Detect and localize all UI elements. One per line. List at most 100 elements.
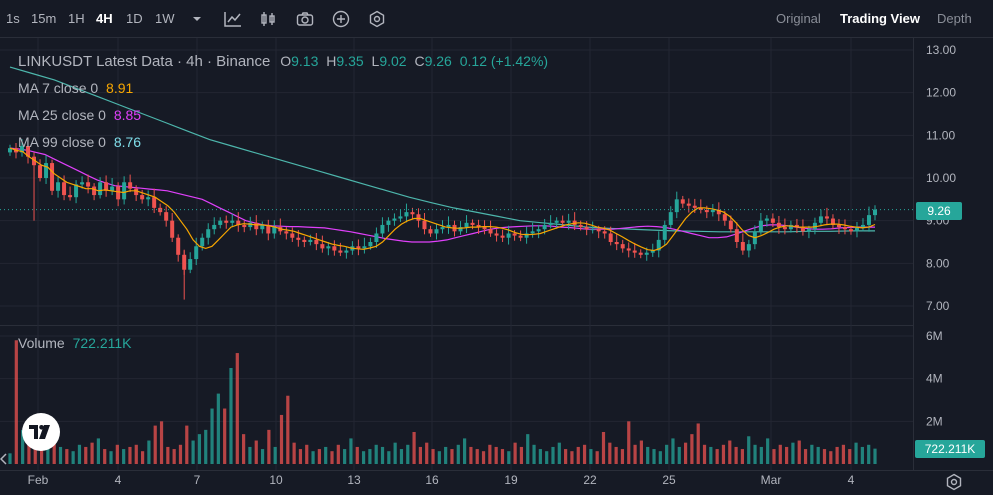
candle-body xyxy=(74,184,79,198)
interval-15m[interactable]: 15m xyxy=(31,11,57,26)
candle-body xyxy=(116,186,121,200)
candle-body xyxy=(368,242,373,247)
candle-type-icon[interactable] xyxy=(257,8,279,30)
camera-icon[interactable] xyxy=(294,8,316,30)
volume-tick-label: 2M xyxy=(926,414,943,428)
volume-bar xyxy=(368,449,372,464)
high-label: H xyxy=(326,53,337,69)
volume-bar xyxy=(545,451,549,464)
candle-body xyxy=(218,220,223,225)
volume-bar xyxy=(810,444,814,464)
candle-body xyxy=(860,224,865,228)
volume-bar xyxy=(715,449,719,464)
volume-bar xyxy=(589,449,593,464)
candle-body xyxy=(356,246,361,249)
candle-body xyxy=(98,182,103,196)
candle-body xyxy=(524,233,529,238)
interval-1s[interactable]: 1s xyxy=(6,11,20,26)
interval-1w[interactable]: 1W xyxy=(155,11,175,26)
legend-ma99[interactable]: MA 99 close 0 8.76 xyxy=(18,133,141,151)
volume-bar xyxy=(204,429,208,464)
candle-body xyxy=(170,220,175,238)
volume-bar xyxy=(816,446,820,464)
candle-body xyxy=(140,195,145,200)
indicators-chart-icon[interactable] xyxy=(222,8,244,30)
volume-bar xyxy=(519,446,524,464)
candle-body xyxy=(338,250,343,253)
volume-bar xyxy=(355,446,359,464)
time-tick-label: 19 xyxy=(504,473,518,487)
interval-4h[interactable]: 4H xyxy=(96,11,113,26)
candle-body xyxy=(596,229,601,232)
candle-body xyxy=(788,224,793,230)
candle-body xyxy=(764,218,769,221)
volume-bar xyxy=(627,421,631,464)
candle-body xyxy=(452,224,457,232)
view-depth[interactable]: Depth xyxy=(937,11,972,26)
volume-bar xyxy=(242,434,246,464)
candle-body xyxy=(602,231,607,234)
candle-body xyxy=(428,229,433,234)
volume-tick-label: 4M xyxy=(926,372,943,386)
volume-bar xyxy=(785,446,789,464)
low-value: 9.02 xyxy=(379,53,407,69)
settings-gear-icon[interactable] xyxy=(942,471,966,493)
interval-1d[interactable]: 1D xyxy=(126,11,143,26)
candle-body xyxy=(698,207,703,210)
interval-dropdown-icon[interactable] xyxy=(186,8,208,30)
candle-body xyxy=(560,220,565,223)
volume-bar xyxy=(166,446,170,464)
candle-body xyxy=(308,239,313,242)
candle-body xyxy=(176,237,181,255)
candle-body xyxy=(260,224,265,230)
volume-bar xyxy=(425,442,429,464)
scroll-left-icon[interactable] xyxy=(0,452,8,465)
candle-body xyxy=(836,224,841,228)
volume-bar xyxy=(683,442,688,464)
symbol-title: LINKUSDT Latest Data · 4h · Binance xyxy=(18,53,271,70)
candle-body xyxy=(866,215,871,225)
candle-body xyxy=(494,233,499,236)
chart-settings-icon[interactable] xyxy=(366,8,388,30)
candle-body xyxy=(254,222,259,230)
volume-bar xyxy=(734,446,738,464)
time-tick-label: 16 xyxy=(425,473,439,487)
candles-layer xyxy=(8,137,877,300)
legend-ma25[interactable]: MA 25 close 0 8.85 xyxy=(18,106,141,124)
volume-bar xyxy=(759,446,763,464)
candle-body xyxy=(590,229,595,231)
volume-bar xyxy=(159,421,164,464)
view-original[interactable]: Original xyxy=(776,11,821,26)
legend-volume[interactable]: Volume 722.211K xyxy=(18,334,132,352)
volume-bar xyxy=(721,444,726,464)
time-tick-label: 7 xyxy=(194,473,201,487)
candle-body xyxy=(230,220,235,223)
candle-body xyxy=(776,222,781,228)
candle-body xyxy=(734,229,739,242)
add-icon[interactable] xyxy=(330,8,352,30)
volume-layer xyxy=(8,340,877,464)
volume-bar xyxy=(58,446,63,464)
time-tick-label: 4 xyxy=(848,473,855,487)
candle-body xyxy=(794,224,799,228)
volume-bar xyxy=(797,440,801,464)
volume-bar xyxy=(608,442,612,464)
ma7-layer xyxy=(9,147,876,252)
legend-ma7[interactable]: MA 7 close 0 8.91 xyxy=(18,79,133,97)
volume-bar xyxy=(564,449,568,464)
view-trading-view[interactable]: Trading View xyxy=(840,11,920,26)
volume-bar xyxy=(835,446,839,464)
interval-1h[interactable]: 1H xyxy=(68,11,85,26)
volume-bar xyxy=(197,434,202,464)
volume-bar xyxy=(210,408,214,464)
volume-bar xyxy=(677,446,681,464)
candle-body xyxy=(278,227,283,232)
axes-layer: 13.0012.0011.0010.009.008.007.006M4M2MFe… xyxy=(0,43,956,487)
candle-body xyxy=(710,210,715,213)
tradingview-logo[interactable] xyxy=(22,413,60,451)
volume-bar xyxy=(8,453,12,464)
last-price-tag: 9.26 xyxy=(916,202,962,220)
candle-body xyxy=(164,212,169,221)
price-axis-divider xyxy=(913,38,914,470)
